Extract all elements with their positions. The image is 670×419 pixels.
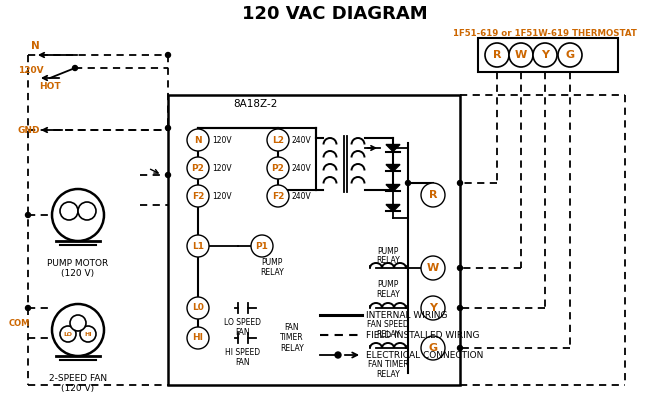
Text: 240V: 240V [292, 135, 312, 145]
Text: PUMP
RELAY: PUMP RELAY [376, 280, 400, 300]
Circle shape [458, 181, 462, 186]
Text: R: R [429, 190, 438, 200]
Text: P1: P1 [255, 241, 269, 251]
Text: COM: COM [9, 318, 30, 328]
Text: FIELD INSTALLED WIRING: FIELD INSTALLED WIRING [366, 331, 480, 339]
Circle shape [421, 183, 445, 207]
Text: F2: F2 [192, 191, 204, 201]
Circle shape [558, 43, 582, 67]
Circle shape [25, 305, 31, 310]
Polygon shape [386, 184, 400, 191]
Text: 8A18Z-2: 8A18Z-2 [232, 99, 277, 109]
Circle shape [267, 157, 289, 179]
Bar [168, 95, 460, 385]
Text: W: W [515, 50, 527, 60]
Circle shape [405, 181, 411, 186]
Text: P2: P2 [192, 163, 204, 173]
Text: INTERNAL WIRING: INTERNAL WIRING [366, 310, 448, 320]
Circle shape [187, 129, 209, 151]
Text: 120V: 120V [212, 135, 232, 145]
Text: L0: L0 [192, 303, 204, 313]
Text: 240V: 240V [292, 191, 312, 201]
Text: G: G [428, 343, 438, 353]
Circle shape [187, 157, 209, 179]
Text: W: W [427, 263, 439, 273]
Circle shape [509, 43, 533, 67]
Circle shape [421, 256, 445, 280]
Text: FAN
TIMER
RELAY: FAN TIMER RELAY [280, 323, 304, 353]
Bar [478, 38, 618, 72]
Text: HI: HI [84, 331, 92, 336]
Text: F2: F2 [272, 191, 284, 201]
Circle shape [165, 52, 170, 57]
Circle shape [165, 173, 170, 178]
Circle shape [421, 296, 445, 320]
Text: 120V: 120V [18, 65, 44, 75]
Text: HI SPEED
FAN: HI SPEED FAN [225, 348, 261, 367]
Text: PUMP
RELAY: PUMP RELAY [260, 258, 284, 277]
Text: G: G [565, 50, 575, 60]
Circle shape [187, 297, 209, 319]
Circle shape [458, 266, 462, 271]
Text: 1F51-619 or 1F51W-619 THERMOSTAT: 1F51-619 or 1F51W-619 THERMOSTAT [453, 28, 637, 37]
Circle shape [267, 129, 289, 151]
Text: LO SPEED
FAN: LO SPEED FAN [224, 318, 261, 337]
Circle shape [485, 43, 509, 67]
Circle shape [70, 315, 86, 331]
Circle shape [187, 185, 209, 207]
Text: HI: HI [192, 334, 204, 342]
Circle shape [533, 43, 557, 67]
Text: N: N [31, 41, 40, 51]
Circle shape [335, 352, 341, 358]
Text: LO: LO [64, 331, 72, 336]
Text: 120 VAC DIAGRAM: 120 VAC DIAGRAM [242, 5, 428, 23]
Circle shape [458, 346, 462, 351]
Circle shape [52, 304, 104, 356]
Circle shape [72, 65, 78, 70]
Circle shape [80, 326, 96, 342]
Text: 2-SPEED FAN
(120 V): 2-SPEED FAN (120 V) [49, 374, 107, 393]
Circle shape [251, 235, 273, 257]
Polygon shape [386, 165, 400, 171]
Text: GND: GND [18, 126, 40, 134]
Circle shape [60, 202, 78, 220]
Text: Y: Y [429, 303, 437, 313]
Polygon shape [386, 145, 400, 152]
Circle shape [165, 126, 170, 130]
Text: L2: L2 [272, 135, 284, 145]
Text: ELECTRICAL CONNECTION: ELECTRICAL CONNECTION [366, 351, 483, 360]
Circle shape [187, 235, 209, 257]
Text: 120V: 120V [212, 163, 232, 173]
Circle shape [25, 212, 31, 217]
Text: PUMP MOTOR
(120 V): PUMP MOTOR (120 V) [48, 259, 109, 278]
Circle shape [60, 326, 76, 342]
Text: 240V: 240V [292, 163, 312, 173]
Circle shape [187, 327, 209, 349]
Circle shape [267, 185, 289, 207]
Text: Y: Y [541, 50, 549, 60]
Circle shape [52, 189, 104, 241]
Circle shape [421, 336, 445, 360]
Text: FAN SPEED
RELAY: FAN SPEED RELAY [367, 320, 409, 339]
Text: N: N [194, 135, 202, 145]
Text: P2: P2 [271, 163, 285, 173]
Polygon shape [386, 204, 400, 212]
Text: 120V: 120V [212, 191, 232, 201]
Text: PUMP
RELAY: PUMP RELAY [376, 247, 400, 265]
Text: FAN TIMER
RELAY: FAN TIMER RELAY [368, 360, 408, 379]
Circle shape [78, 202, 96, 220]
Text: HOT: HOT [39, 82, 61, 91]
Text: L1: L1 [192, 241, 204, 251]
Text: R: R [492, 50, 501, 60]
Circle shape [458, 305, 462, 310]
